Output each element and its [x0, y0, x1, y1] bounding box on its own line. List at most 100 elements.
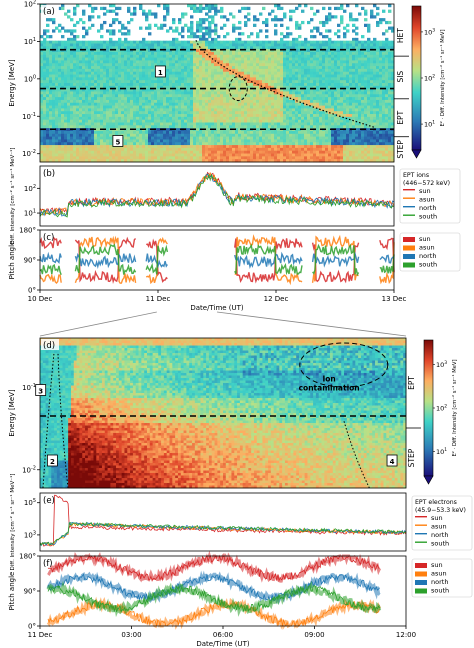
heatmap-cell	[340, 105, 344, 109]
heatmap-cell	[313, 26, 317, 30]
heatmap-cell	[235, 71, 239, 75]
heatmap-cell	[202, 18, 206, 22]
heatmap-cell	[67, 114, 71, 118]
heatmap-cell	[193, 119, 197, 123]
heatmap-cell	[277, 99, 281, 104]
heatmap-cell	[304, 99, 308, 104]
heatmap-cell	[265, 114, 269, 118]
heatmap-cell	[154, 108, 158, 112]
heatmap-cell	[61, 60, 65, 64]
heatmap-cell	[322, 74, 326, 78]
heatmap-cell	[91, 43, 95, 47]
heatmap-cell	[262, 108, 266, 112]
heatmap-cell	[265, 68, 269, 73]
heatmap-cell	[196, 26, 200, 30]
heatmap-cell	[325, 105, 329, 109]
heatmap-cell	[319, 49, 323, 53]
heatmap-cell	[349, 150, 353, 154]
heatmap-cell	[289, 51, 293, 56]
heatmap-cell	[334, 94, 338, 98]
heatmap-cell	[46, 40, 50, 44]
heatmap-cell	[226, 63, 230, 67]
heatmap-cell	[286, 130, 290, 135]
heatmap-cell	[112, 97, 116, 101]
heatmap-cell	[166, 54, 170, 59]
heatmap-cell	[193, 88, 197, 92]
heatmap-cell	[166, 80, 170, 84]
heatmap-cell	[139, 108, 143, 112]
heatmap-cell	[217, 153, 221, 157]
heatmap-cell	[319, 77, 323, 81]
heatmap-cell	[352, 147, 356, 152]
heatmap-cell	[112, 99, 116, 104]
heatmap-cell	[145, 128, 149, 132]
heatmap-cell	[133, 49, 137, 53]
heatmap-cell	[142, 105, 146, 109]
heatmap-cell	[145, 102, 149, 106]
heatmap-cell	[55, 85, 59, 90]
heatmap-cell	[130, 116, 134, 121]
heatmap-cell	[166, 60, 170, 64]
heatmap-cell	[343, 99, 347, 104]
heatmap-cell	[145, 91, 149, 95]
heatmap-cell	[115, 66, 119, 70]
heatmap-cell	[139, 122, 143, 126]
heatmap-cell	[64, 159, 68, 163]
heatmap-cell	[298, 145, 302, 149]
heatmap-cell	[88, 57, 92, 61]
heatmap-cell	[292, 49, 296, 53]
heatmap-cell	[184, 43, 188, 47]
heatmap-cell	[70, 97, 74, 101]
heatmap-cell	[163, 94, 167, 98]
heatmap-cell	[58, 74, 62, 78]
heatmap-cell	[304, 102, 308, 106]
heatmap-cell	[181, 71, 185, 75]
heatmap-cell	[316, 105, 320, 109]
heatmap-cell	[73, 54, 77, 59]
heatmap-cell	[163, 102, 167, 106]
heatmap-cell	[361, 54, 365, 59]
heatmap-cell	[97, 46, 101, 50]
heatmap-cell	[319, 57, 323, 61]
heatmap-cell	[181, 111, 185, 115]
heatmap-cell	[112, 74, 116, 78]
heatmap-cell	[163, 125, 167, 129]
heatmap-cell	[352, 153, 356, 157]
heatmap-cell	[250, 43, 254, 47]
heatmap-cell	[265, 63, 269, 67]
heatmap-cell	[349, 102, 353, 106]
heatmap-cell	[76, 116, 80, 121]
heatmap-cell	[109, 142, 113, 146]
heatmap-cell	[133, 66, 137, 70]
heatmap-cell	[100, 26, 104, 30]
heatmap-cell	[271, 147, 275, 152]
heatmap-cell	[40, 136, 44, 140]
heatmap-cell	[265, 66, 269, 70]
heatmap-cell	[76, 136, 80, 140]
heatmap-cell	[274, 66, 278, 70]
heatmap-cell	[112, 122, 116, 126]
heatmap-cell	[109, 139, 113, 143]
heatmap-cell	[340, 18, 344, 22]
heatmap-cell	[334, 85, 338, 90]
heatmap-cell	[295, 23, 299, 27]
heatmap-cell	[295, 94, 299, 98]
heatmap-cell	[124, 88, 128, 92]
heatmap-cell	[205, 139, 209, 143]
heatmap-cell	[346, 139, 350, 143]
heatmap-cell	[349, 159, 353, 163]
heatmap-cell	[139, 51, 143, 56]
heatmap-cell	[151, 54, 155, 59]
heatmap-cell	[118, 85, 122, 90]
heatmap-cell	[274, 49, 278, 53]
heatmap-cell	[226, 80, 230, 84]
heatmap-cell	[250, 156, 254, 160]
heatmap-cell	[181, 102, 185, 106]
heatmap-cell	[46, 125, 50, 129]
heatmap-cell	[49, 94, 53, 98]
heatmap-cell	[271, 71, 275, 75]
heatmap-cell	[307, 102, 311, 106]
heatmap-cell	[199, 23, 203, 27]
heatmap-cell	[208, 111, 212, 115]
heatmap-cell	[61, 35, 65, 39]
